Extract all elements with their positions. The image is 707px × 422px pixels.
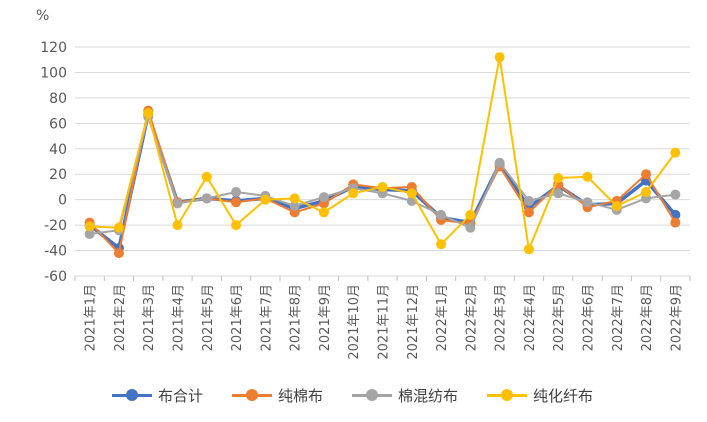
data-point	[84, 229, 95, 240]
data-point	[84, 221, 95, 232]
x-tick-label: 2022年4月	[523, 284, 538, 351]
x-tick-label: 2021年11月	[377, 284, 392, 360]
data-point	[641, 187, 652, 198]
x-tick-label: 2021年10月	[347, 284, 362, 360]
x-tick-label: 2022年1月	[435, 284, 450, 351]
data-point	[231, 220, 242, 231]
y-tick-label: 0	[58, 193, 67, 209]
x-tick-label: 2021年3月	[142, 284, 157, 351]
data-point	[143, 108, 154, 119]
data-point	[260, 194, 271, 205]
data-point	[670, 189, 681, 200]
legend-item-series-1[interactable]: 布合计	[112, 380, 203, 410]
legend-swatch-series-3	[352, 388, 392, 402]
x-axis-ticks: 2021年1月 2021年2月 2021年3月 2021年4月 2021年5月 2021年…	[74, 276, 691, 360]
legend-swatch-series-2	[232, 388, 272, 402]
data-point	[523, 207, 534, 218]
x-tick-label: 2021年7月	[259, 284, 274, 351]
x-tick-label: 2022年7月	[611, 284, 626, 351]
data-point	[348, 188, 359, 199]
y-tick-label: -20	[44, 218, 67, 234]
data-point	[172, 220, 183, 231]
data-point	[201, 171, 212, 182]
legend-swatch-series-1	[112, 388, 152, 402]
data-point	[113, 222, 124, 233]
data-point	[289, 201, 300, 212]
data-point	[523, 195, 534, 206]
legend-item-series-2[interactable]: 纯棉布	[232, 380, 323, 410]
series-line	[88, 109, 677, 255]
x-tick-label: 2021年8月	[289, 284, 304, 351]
y-tick-label: 100	[40, 65, 67, 81]
y-tick-label: -40	[44, 244, 67, 260]
legend-label-series-3: 棉混纺布	[398, 386, 459, 405]
data-point	[289, 193, 300, 204]
data-point	[611, 201, 622, 212]
y-tick-label: -60	[44, 269, 67, 285]
data-point	[670, 147, 681, 158]
y-tick-label: 80	[49, 91, 67, 107]
legend-item-series-4[interactable]: 纯化纤布	[487, 380, 593, 410]
data-point	[318, 192, 329, 203]
series-2	[84, 105, 681, 259]
x-tick-label: 2021年2月	[113, 284, 128, 351]
data-point	[201, 193, 212, 204]
legend: 布合计 纯棉布 棉混纺布 纯化纤布	[0, 380, 707, 410]
x-tick-label: 2021年9月	[318, 284, 333, 351]
x-tick-label: 2021年5月	[201, 284, 216, 351]
data-point	[436, 209, 447, 220]
y-tick-label: 20	[49, 167, 67, 183]
data-point	[494, 52, 505, 63]
x-tick-label: 2022年8月	[640, 284, 655, 351]
data-point	[231, 197, 242, 208]
y-axis-ticks: -60 -40 -20 0 20 40 60 80 100 120	[40, 40, 67, 285]
series-4	[84, 52, 681, 255]
data-point	[406, 188, 417, 199]
data-point	[436, 239, 447, 250]
y-tick-label: 40	[49, 142, 67, 158]
legend-label-series-2: 纯棉布	[278, 386, 324, 405]
y-axis-unit: %	[36, 8, 50, 24]
x-tick-label: 2022年9月	[669, 284, 684, 351]
y-tick-label: 120	[40, 40, 67, 56]
x-tick-label: 2022年3月	[494, 284, 509, 351]
data-point	[231, 187, 242, 198]
x-tick-label: 2022年2月	[464, 284, 479, 351]
data-point	[582, 171, 593, 182]
data-point	[670, 217, 681, 228]
data-point	[553, 188, 564, 199]
data-point	[318, 207, 329, 218]
x-tick-label: 2021年6月	[230, 284, 245, 351]
legend-item-series-3[interactable]: 棉混纺布	[352, 380, 458, 410]
data-point	[494, 157, 505, 168]
series-3	[84, 111, 681, 240]
y-tick-label: 60	[49, 116, 67, 132]
x-tick-label: 2021年1月	[84, 284, 99, 351]
gridlines	[75, 46, 690, 277]
x-tick-label: 2021年12月	[406, 284, 421, 360]
data-point	[523, 244, 534, 255]
data-point	[377, 181, 388, 192]
x-tick-label: 2022年5月	[552, 284, 567, 351]
legend-label-series-4: 纯化纤布	[533, 386, 594, 405]
data-point	[172, 198, 183, 209]
legend-label-series-1: 布合计	[158, 386, 204, 405]
data-point	[582, 197, 593, 208]
x-tick-label: 2021年4月	[172, 284, 187, 351]
series-lines	[84, 52, 681, 259]
data-point	[113, 248, 124, 259]
data-point	[465, 209, 476, 220]
data-point	[465, 222, 476, 233]
legend-swatch-series-4	[487, 388, 527, 402]
data-point	[641, 169, 652, 180]
data-point	[553, 173, 564, 184]
x-tick-label: 2022年6月	[582, 284, 597, 351]
